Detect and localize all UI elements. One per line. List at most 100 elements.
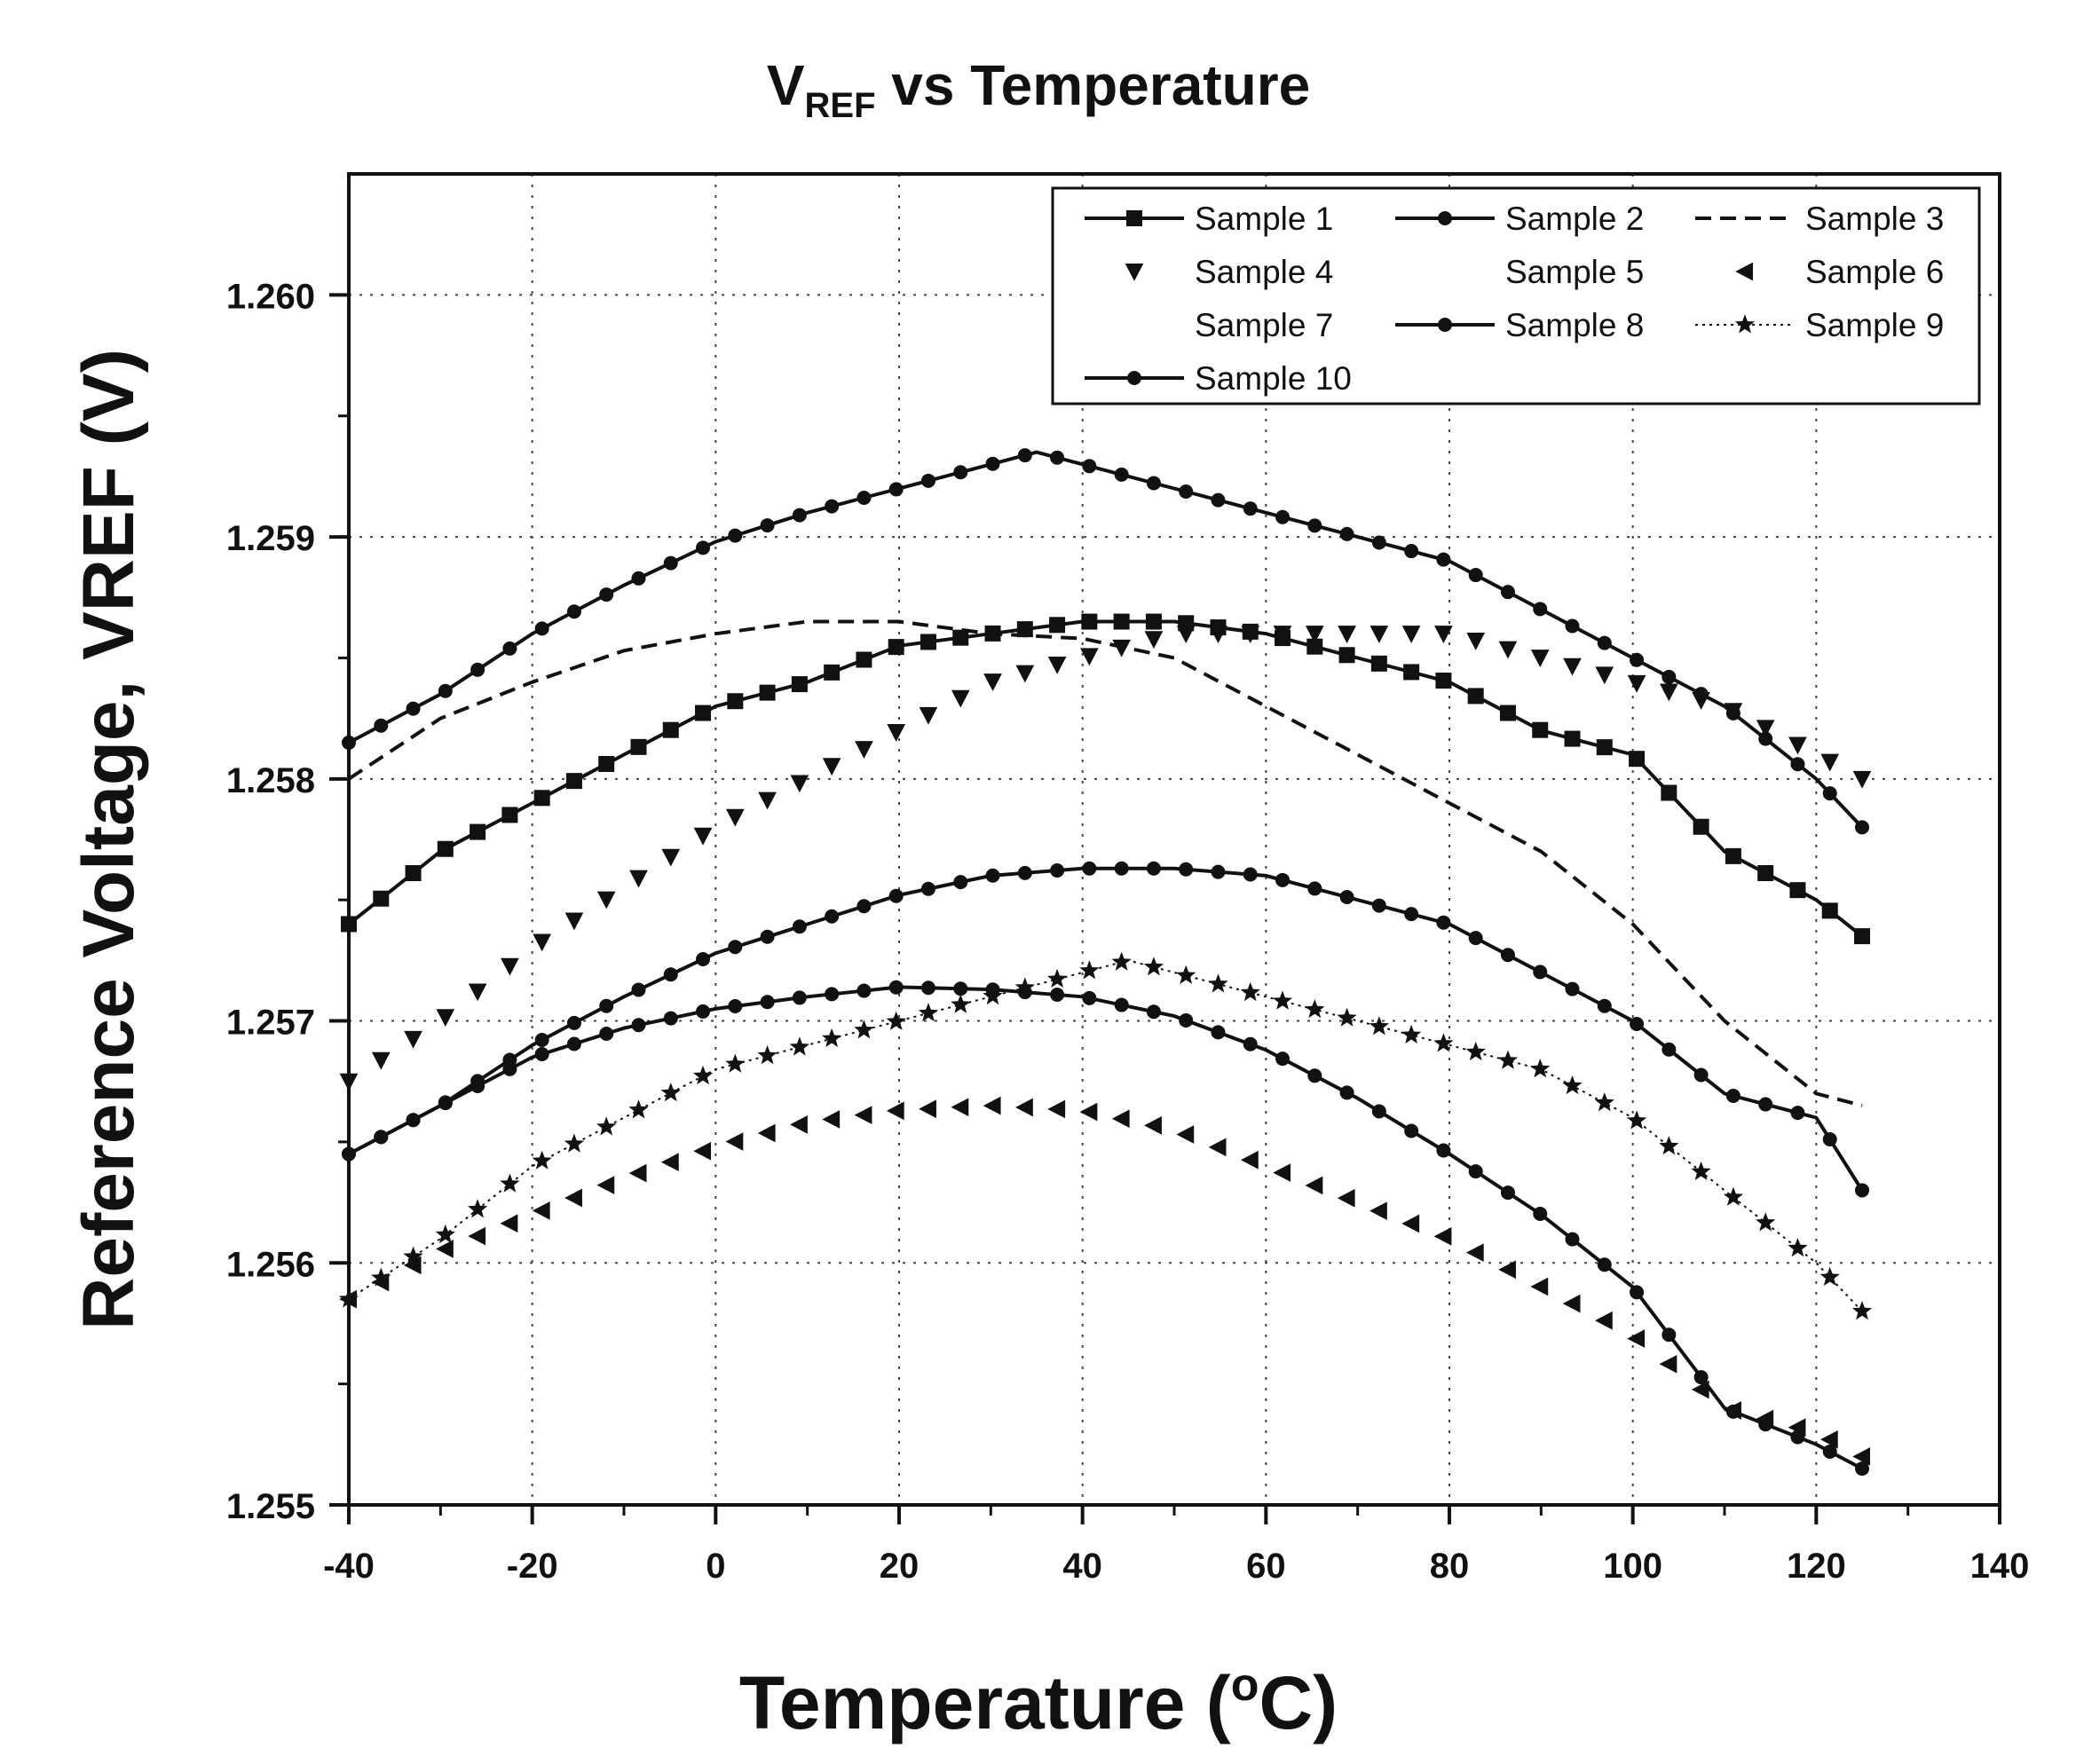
data-point-sample-9: [1851, 1301, 1873, 1320]
data-point-sample-9: [1272, 990, 1293, 1010]
data-point-sample-10: [663, 555, 678, 571]
data-point-sample-10: [1597, 635, 1612, 650]
data-point-sample-2: [1468, 1164, 1483, 1179]
data-point-sample-9: [1819, 1266, 1840, 1286]
legend-label-sample-9: Sample 9: [1805, 307, 1944, 343]
data-point-sample-9: [1659, 1136, 1679, 1155]
data-point-sample-1: [1145, 613, 1162, 630]
data-point-sample-4: [371, 1051, 391, 1070]
data-point-sample-8: [1017, 865, 1032, 880]
series-sample-10: [342, 448, 1869, 835]
data-point-sample-4: [1047, 656, 1067, 674]
data-point-sample-9: [1337, 1007, 1357, 1027]
y-tick-label: 1.258: [226, 761, 315, 800]
data-point-sample-6: [886, 1101, 904, 1121]
data-point-sample-10: [1725, 705, 1741, 721]
x-tick-label: 40: [1062, 1547, 1102, 1586]
chart-title-rest: vs Temperature: [876, 53, 1311, 117]
y-tick-label: 1.255: [226, 1487, 315, 1526]
data-point-sample-6: [564, 1188, 582, 1208]
data-point-sample-1: [888, 639, 904, 656]
data-point-sample-8: [1693, 1067, 1709, 1083]
data-point-sample-4: [629, 870, 648, 888]
data-point-sample-1: [1693, 818, 1709, 835]
data-point-sample-9: [951, 994, 971, 1013]
data-point-sample-8: [888, 888, 904, 903]
data-point-sample-10: [1243, 501, 1258, 516]
data-point-sample-6: [1015, 1098, 1033, 1117]
data-point-sample-2: [1146, 1004, 1161, 1020]
series-sample-2: [342, 980, 1869, 1477]
data-point-sample-2: [1597, 1257, 1612, 1272]
data-point-sample-4: [1756, 720, 1775, 738]
data-point-sample-10: [470, 662, 485, 677]
data-point-sample-2: [1307, 1068, 1322, 1083]
chart-title: VREF vs Temperature: [767, 53, 1310, 125]
series-line-sample-3: [347, 619, 1863, 1107]
data-point-sample-10: [760, 518, 775, 533]
data-point-sample-6: [951, 1098, 969, 1117]
data-point-sample-6: [596, 1176, 615, 1195]
data-point-sample-6: [500, 1214, 518, 1233]
data-point-sample-10: [1017, 448, 1032, 463]
legend-items: Sample 1 Sample 2 Sample 3 Sample 4 Sample 5…: [1085, 201, 1944, 397]
data-point-sample-8: [825, 909, 840, 924]
data-point-sample-8: [1822, 1132, 1837, 1147]
data-point-sample-4: [661, 848, 681, 867]
data-point-sample-4: [1209, 626, 1227, 643]
legend-entry-sample-9: Sample 9: [1695, 307, 1944, 343]
data-point-sample-10: [856, 490, 872, 505]
data-point-sample-4: [468, 983, 487, 1002]
data-point-sample-10: [792, 508, 807, 523]
data-point-sample-6: [1047, 1099, 1066, 1119]
data-point-sample-9: [532, 1150, 552, 1169]
data-point-sample-9: [854, 1020, 874, 1039]
x-tick-label: -20: [507, 1547, 558, 1586]
data-point-sample-2: [1500, 1185, 1515, 1201]
data-point-sample-4: [822, 758, 841, 776]
data-point-sample-6: [1273, 1163, 1291, 1182]
data-point-sample-8: [566, 1015, 581, 1030]
data-point-sample-8: [1662, 1042, 1677, 1057]
legend-entry-sample-8: Sample 8: [1395, 307, 1644, 343]
data-point-sample-1: [920, 634, 936, 650]
data-point-sample-6: [628, 1163, 647, 1183]
data-point-sample-9: [1626, 1110, 1647, 1130]
data-point-sample-1: [1757, 865, 1774, 882]
data-point-sample-1: [1467, 688, 1484, 705]
series-layer: [338, 448, 1873, 1477]
data-point-sample-10: [1758, 731, 1773, 746]
legend-label-sample-1: Sample 1: [1195, 201, 1333, 237]
data-point-sample-4: [1820, 753, 1840, 772]
data-point-sample-10: [374, 718, 389, 733]
data-point-sample-10: [1855, 820, 1869, 835]
data-point-sample-9: [1208, 973, 1228, 993]
data-point-sample-1: [824, 664, 841, 681]
data-point-sample-9: [403, 1246, 423, 1265]
data-point-sample-6: [532, 1201, 550, 1220]
data-point-sample-6: [1176, 1125, 1195, 1144]
data-point-sample-8: [953, 875, 968, 890]
data-point-sample-8: [696, 951, 711, 966]
data-point-sample-2: [599, 1026, 614, 1041]
data-point-sample-9: [1433, 1033, 1454, 1052]
data-point-sample-10: [1662, 669, 1677, 684]
data-point-sample-4: [855, 741, 873, 759]
x-axis-label: Temperature (oC): [739, 1659, 1338, 1744]
x-tick-label: 80: [1430, 1547, 1470, 1586]
data-point-sample-1: [662, 721, 679, 738]
legend-marker-sample-6: [1735, 262, 1753, 281]
data-point-sample-2: [856, 983, 872, 998]
legend-entry-sample-5: Sample 5: [1505, 254, 1644, 290]
data-point-sample-9: [1047, 968, 1068, 988]
data-point-sample-10: [1307, 518, 1322, 533]
legend-label-sample-10: Sample 10: [1195, 360, 1352, 397]
data-point-sample-10: [825, 499, 840, 514]
legend-marker-sample-1: [1126, 210, 1142, 226]
data-point-sample-2: [953, 981, 968, 996]
data-point-sample-10: [566, 604, 581, 619]
data-point-sample-10: [1275, 509, 1291, 524]
data-point-sample-9: [564, 1133, 585, 1153]
x-tick-label: 0: [706, 1547, 725, 1586]
